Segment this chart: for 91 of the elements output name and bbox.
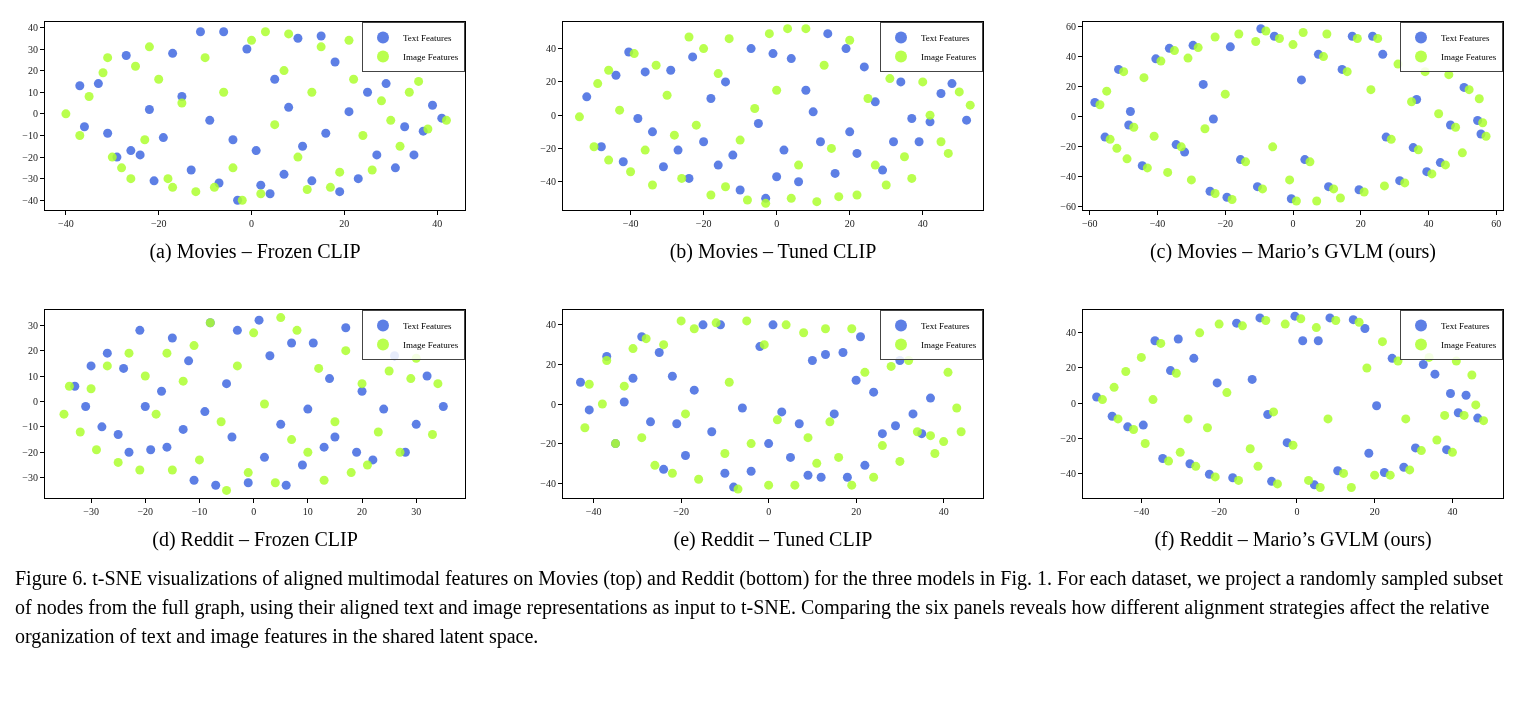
x-tick-label: −20 <box>1217 218 1234 229</box>
x-tick-label: −20 <box>673 506 689 517</box>
x-tick-label: 40 <box>1423 218 1434 229</box>
x-tick-label: 20 <box>1369 506 1380 517</box>
y-tick-label: −20 <box>22 151 38 163</box>
x-tick-label: −40 <box>58 218 74 229</box>
x-tick-label: 60 <box>1491 218 1502 229</box>
x-tick-label: 40 <box>917 218 928 229</box>
x-tick-label: 0 <box>251 506 257 517</box>
x-tick-label: 0 <box>1290 218 1296 229</box>
y-tick-label: 60 <box>1066 21 1076 33</box>
y-tick-label: 20 <box>546 358 556 370</box>
legend-label: Image Features <box>921 52 977 63</box>
x-tick-label: −20 <box>695 218 712 229</box>
caption: Figure 6. t-SNE visualizations of aligned multimodal features on Movies (top) and Reddit (bottom) for the three models in Fig. 1. For each dataset, we project a randomly sampled subset of nodes from the full graph, using their aligned text and image representations as input to t-SNE. Comparing the six panels reveals how different alignment strategies affect the relative organization of text and image features in the shared latent space. <box>15 566 1504 650</box>
x-tick-label: 20 <box>844 218 855 229</box>
y-tick-label: 20 <box>546 76 556 88</box>
y-tick-label: 0 <box>1071 397 1076 409</box>
x-tick-label: 0 <box>766 506 772 517</box>
legend-label: Image Features <box>1441 340 1497 351</box>
y-tick-label: 30 <box>28 319 38 331</box>
y-tick-label: −20 <box>22 446 38 458</box>
y-tick-label: −40 <box>540 477 556 489</box>
y-tick-label: −30 <box>22 173 38 185</box>
x-tick-label: 0 <box>249 218 255 229</box>
x-tick-label: 10 <box>302 506 313 517</box>
legend-label: Image Features <box>921 340 977 351</box>
text: (e) Reddit – Tuned CLIP <box>672 528 874 551</box>
x-tick-label: 20 <box>1355 218 1366 229</box>
legend-label: Text Features <box>1441 33 1491 44</box>
x-tick-label: −40 <box>622 218 639 229</box>
y-tick-label: 30 <box>28 43 38 55</box>
y-tick-label: 0 <box>1071 111 1076 123</box>
y-tick-label: −20 <box>1060 141 1076 153</box>
text: (d) Reddit – Frozen CLIP <box>151 528 359 551</box>
x-tick-label: 40 <box>1447 506 1458 517</box>
y-tick-label: −40 <box>1060 467 1076 479</box>
y-tick-label: 20 <box>28 345 38 357</box>
y-tick-label: 40 <box>546 43 556 55</box>
y-tick-label: 0 <box>551 109 556 121</box>
x-tick-label: 0 <box>774 218 780 229</box>
x-tick-label: 20 <box>851 506 862 517</box>
x-tick-label: −10 <box>191 506 208 517</box>
y-tick-label: −60 <box>1060 201 1076 213</box>
text: (a) Movies – Frozen CLIP <box>148 240 362 263</box>
y-tick-label: −10 <box>22 421 38 433</box>
y-tick-label: −20 <box>540 438 556 450</box>
y-tick-label: 40 <box>546 319 556 331</box>
x-tick-label: −40 <box>1149 218 1166 229</box>
legend-label: Text Features <box>1441 321 1491 332</box>
text: (b) Movies – Tuned CLIP <box>668 240 878 263</box>
x-tick-label: 20 <box>339 218 350 229</box>
legend-label: Text Features <box>921 33 971 44</box>
legend-label: Image Features <box>403 340 459 351</box>
x-tick-label: 20 <box>357 506 368 517</box>
x-tick-label: 40 <box>432 218 443 229</box>
y-tick-label: −40 <box>22 194 38 206</box>
x-tick-label: −30 <box>83 506 99 517</box>
x-tick-label: −20 <box>137 506 154 517</box>
text: (f) Reddit – Mario’s GVLM (ours) <box>1153 528 1433 551</box>
x-tick-label: −20 <box>1211 506 1227 517</box>
x-tick-label: −20 <box>150 218 167 229</box>
y-tick-label: 0 <box>33 395 38 407</box>
y-tick-label: 40 <box>28 21 38 33</box>
y-tick-label: 10 <box>28 370 38 382</box>
legend-label: Text Features <box>403 33 453 44</box>
y-tick-label: −40 <box>1060 171 1076 183</box>
x-tick-label: 30 <box>411 506 422 517</box>
legend-label: Image Features <box>403 52 459 63</box>
legend-label: Text Features <box>921 321 971 332</box>
y-tick-label: 20 <box>1066 81 1076 93</box>
legend-label: Text Features <box>403 321 453 332</box>
text: (c) Movies – Mario’s GVLM (ours) <box>1148 240 1438 263</box>
legend-label: Image Features <box>1441 52 1497 63</box>
y-tick-label: −20 <box>1060 432 1076 444</box>
y-tick-label: −20 <box>540 142 556 154</box>
y-tick-label: 0 <box>33 108 38 120</box>
x-tick-label: −40 <box>1133 506 1150 517</box>
y-tick-label: 0 <box>551 398 556 410</box>
y-tick-label: 10 <box>28 86 38 98</box>
y-tick-label: −30 <box>22 472 38 484</box>
y-tick-label: 20 <box>28 65 38 77</box>
x-tick-label: 0 <box>1294 506 1300 517</box>
y-tick-label: −40 <box>540 176 556 188</box>
y-tick-label: 20 <box>1066 362 1076 374</box>
y-tick-label: 40 <box>1066 51 1076 63</box>
x-tick-label: 40 <box>938 506 949 517</box>
x-tick-label: −40 <box>585 506 602 517</box>
x-tick-label: −60 <box>1081 218 1098 229</box>
y-tick-label: −10 <box>22 129 38 141</box>
y-tick-label: 40 <box>1066 327 1076 339</box>
